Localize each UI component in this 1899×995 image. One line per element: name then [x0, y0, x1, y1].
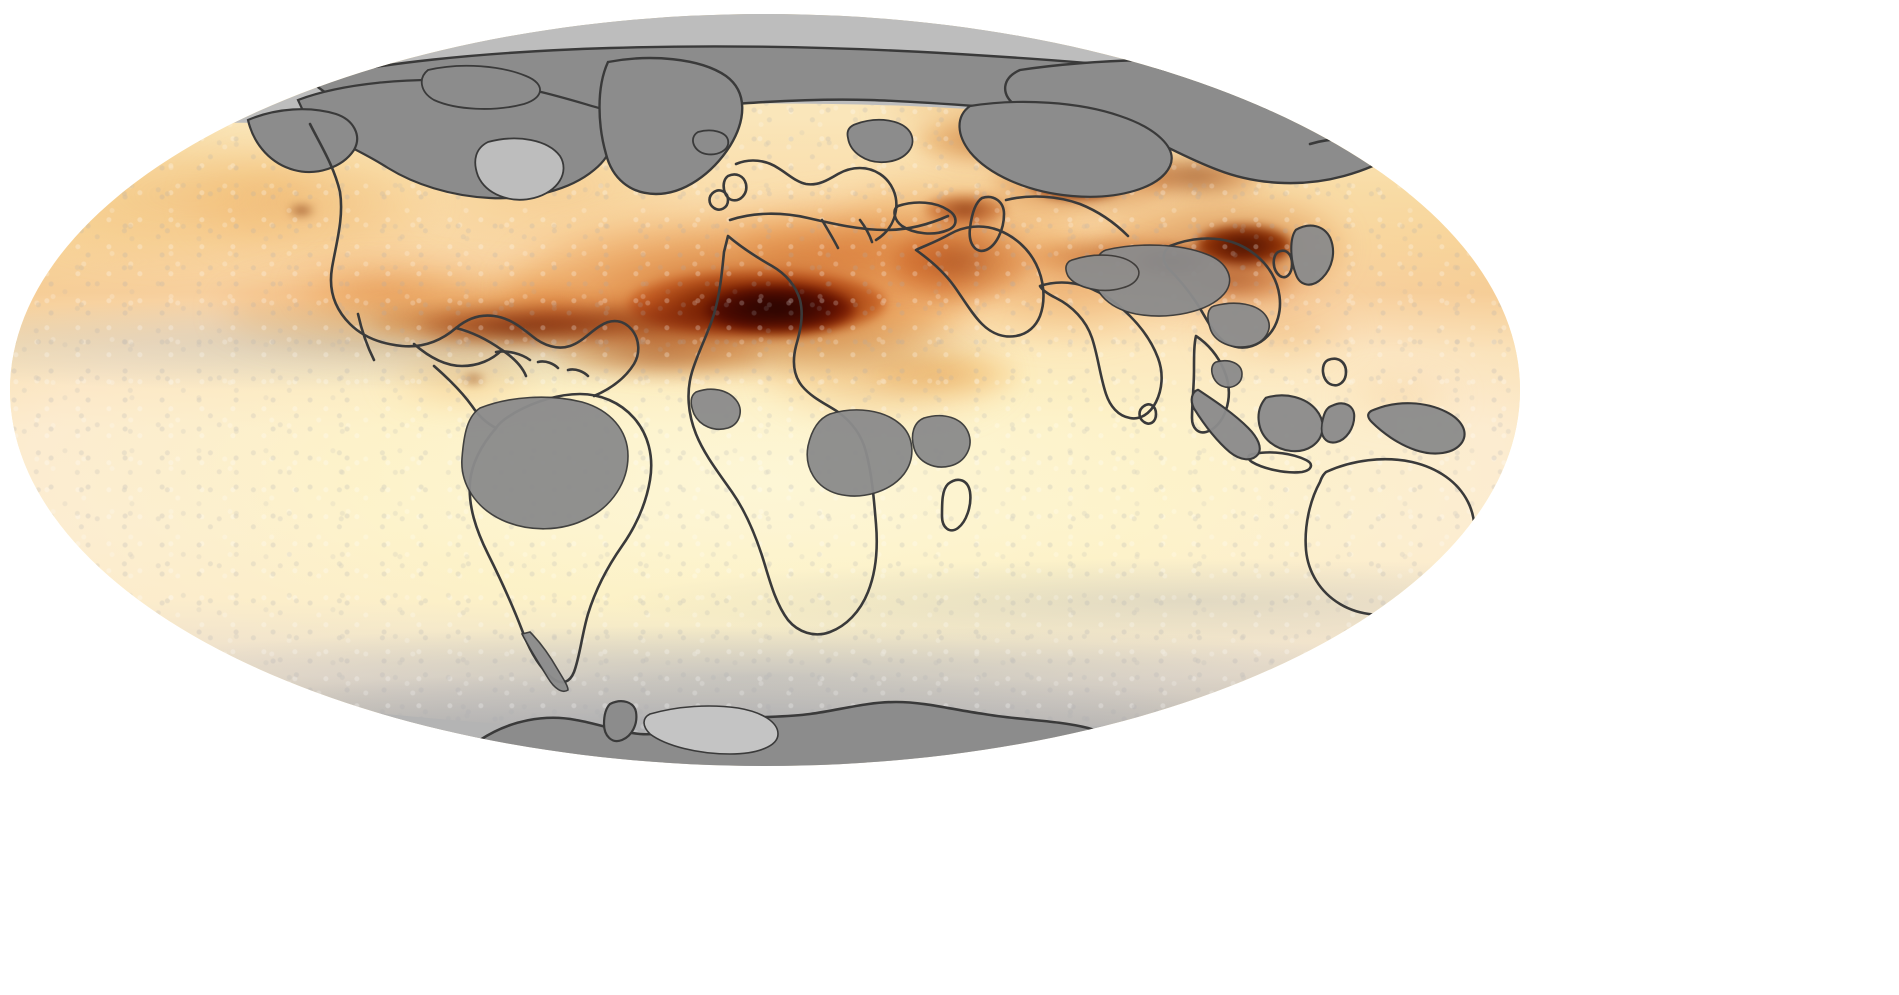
figure-alt-text: Global map in Mollweide projection showi…: [0, 0, 1, 1]
coastline-red-sea-arabia: [914, 225, 1045, 338]
plume-north-pacific-band: [10, 134, 312, 255]
nodata-antarctic-peninsula: [602, 700, 638, 743]
nodata-greenland: [598, 56, 744, 196]
plume-amazon-fire-point: [463, 374, 485, 384]
nodata-hudson-bay-ice: [474, 137, 565, 201]
coastline-north-america: [308, 122, 640, 398]
coastline-new-zealand: [1490, 578, 1520, 636]
coastline-tasmania: [1401, 617, 1424, 639]
coastline-british-isles: [708, 173, 748, 211]
nodata-alaska: [246, 108, 359, 174]
nodata-sulawesi-land: [1320, 402, 1355, 444]
coastline-caribbean-islands: [494, 350, 590, 378]
nodata-horn-of-africa: [911, 414, 971, 468]
nodata-new-guinea-land: [1367, 402, 1466, 455]
nodata-japan-land: [1290, 225, 1334, 286]
coastline-baja: [356, 312, 376, 362]
coastline-italy-greece: [820, 218, 874, 250]
nodata-west-africa-coast: [690, 388, 741, 430]
nodata-scandinavia-edge: [846, 118, 914, 164]
cutout-right-rectangle: [1717, 585, 1899, 735]
nodata-himalaya-ridge: [1065, 254, 1140, 292]
coastline-australia: [1304, 457, 1476, 617]
coastline-africa: [687, 234, 879, 636]
coastline-madagascar: [940, 478, 972, 532]
coastline-gulf-mexico: [412, 342, 504, 368]
coastline-central-asia: [1004, 195, 1130, 238]
plume-atlantic-dust-outflow: [221, 269, 584, 353]
nodata-central-siberia: [958, 100, 1173, 198]
coastline-europe: [734, 159, 898, 242]
nodata-sumatra-land: [1191, 389, 1261, 460]
coastline-mediterranean: [728, 212, 950, 232]
figure-title: Global Aerosol Optical Depth: [0, 0, 1, 1]
nodata-patagonia: [520, 631, 569, 693]
coastline-south-america: [468, 392, 653, 684]
nodata-amazon-basin: [461, 396, 629, 530]
nodata-ross-ice-shelf: [643, 705, 779, 755]
mollweide-globe: [10, 14, 1520, 766]
cutout-bottom-rectangle: [1150, 878, 1450, 995]
plume-east-africa: [870, 352, 1022, 398]
nodata-antarctica: [447, 700, 1130, 766]
nodata-borneo-land: [1258, 394, 1324, 452]
coastline-black-caspian: [893, 195, 1006, 253]
plume-mexico: [296, 262, 463, 315]
nodata-south-china-mountains: [1207, 302, 1270, 348]
plume-central-africa-burning: [765, 329, 1007, 421]
plume-california-fire: [289, 205, 314, 215]
nodata-congo-basin: [806, 409, 913, 497]
nodata-iceland: [692, 129, 730, 156]
plume-gulf-of-guinea-smoke: [553, 337, 765, 375]
nodata-kamchatka-chukotka: [1390, 98, 1497, 172]
coastline-sri-lanka: [1138, 403, 1158, 425]
coastline-philippines: [1321, 357, 1348, 387]
nodata-malaysia: [1210, 359, 1243, 389]
nodata-canadian-arctic-islands: [420, 64, 541, 110]
coastline-and-nodata-layer: [10, 14, 1520, 766]
plume-arabian-peninsula: [893, 224, 1030, 300]
